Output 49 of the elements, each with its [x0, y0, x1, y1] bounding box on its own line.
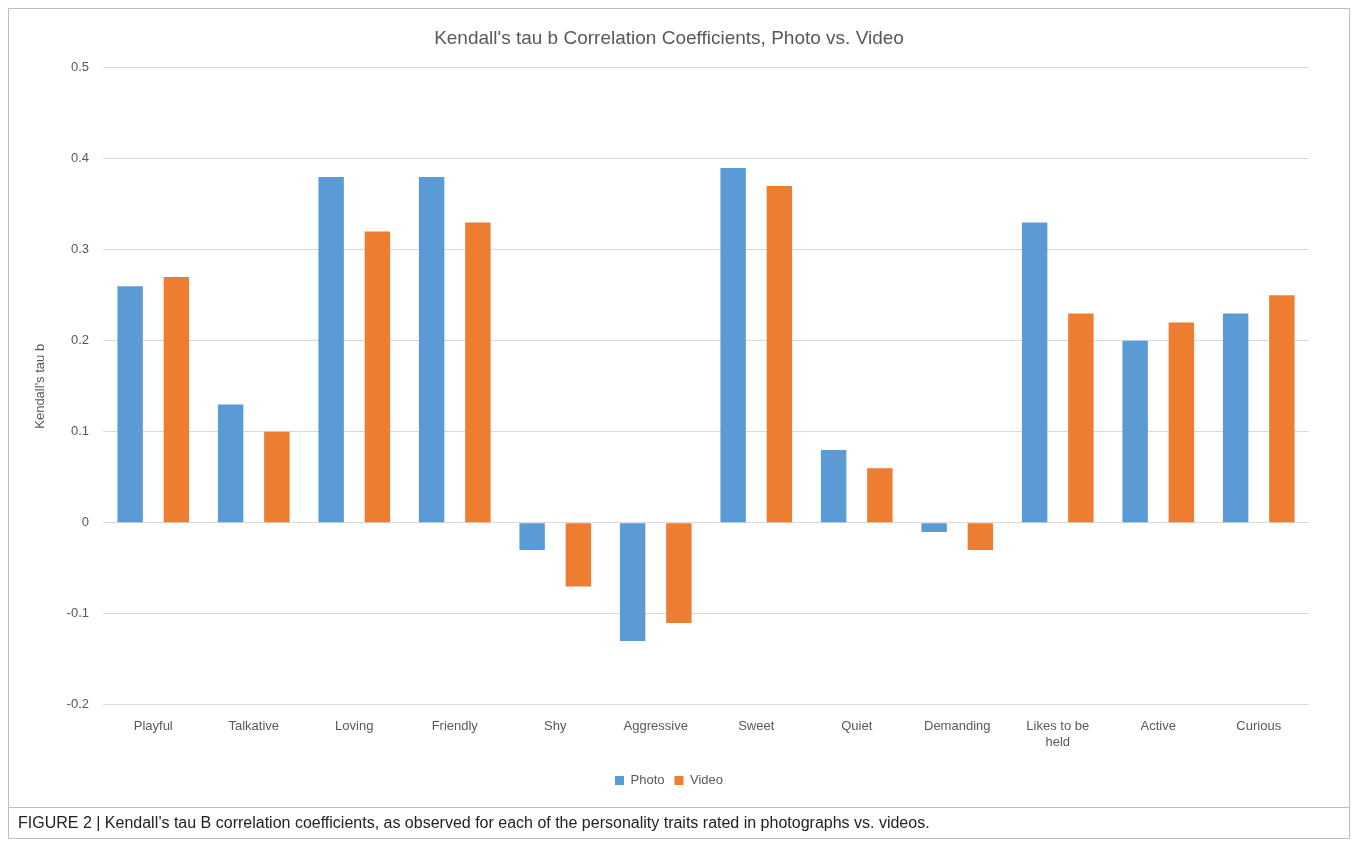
- chart-title: Kendall's tau b Correlation Coefficients, Photo vs. Video: [434, 26, 904, 48]
- bar: [565, 523, 592, 587]
- x-tick-label: Sweet: [738, 718, 775, 734]
- bar: [1269, 295, 1295, 523]
- bar: [465, 222, 491, 523]
- x-tick-label: Aggressive: [623, 718, 688, 734]
- y-tick-label: 0.4: [70, 150, 89, 166]
- bar: [264, 431, 290, 523]
- bar: [519, 523, 545, 551]
- x-tick-label: Talkative: [228, 718, 280, 734]
- x-tick-label: Curious: [1236, 718, 1282, 734]
- y-tick-label: 0: [81, 514, 89, 530]
- bar: [619, 523, 646, 642]
- bar: [666, 523, 692, 623]
- y-tick-label: 0.5: [70, 59, 89, 75]
- x-tick-label: Demanding: [924, 718, 991, 734]
- bar: [364, 231, 391, 523]
- y-tick-label: 0.1: [70, 423, 89, 439]
- bar: [1168, 322, 1195, 523]
- bar: [1122, 340, 1148, 523]
- y-tick-label: 0.3: [70, 241, 89, 257]
- x-tick-label: Shy: [544, 718, 567, 734]
- x-tick-label: Likes to be held: [1026, 718, 1090, 749]
- bar: [1222, 313, 1249, 523]
- caption: FIGURE 2 | Kendall’s tau B correlation coefficients, as observed for each of the personality traits rated in photographs vs. videos.: [8, 808, 1350, 839]
- bar: [1021, 222, 1048, 523]
- legend-label: Photo: [630, 772, 665, 788]
- bar: [921, 523, 947, 532]
- bar: [217, 404, 244, 523]
- legend-label: Video: [689, 772, 723, 788]
- x-tick-label: Quiet: [841, 718, 873, 734]
- bar: [418, 177, 445, 523]
- x-tick-label: Playful: [133, 718, 173, 734]
- bar: [766, 186, 793, 523]
- y-tick-label: -0.2: [66, 696, 89, 712]
- bar: [163, 277, 190, 523]
- bar: [720, 167, 746, 523]
- bar: [117, 286, 143, 523]
- bar: [967, 523, 994, 551]
- x-tick-label: Active: [1140, 718, 1176, 734]
- bar: [867, 468, 893, 523]
- y-tick-label: -0.1: [66, 605, 89, 621]
- x-tick-label: Loving: [335, 718, 374, 734]
- y-axis-title: Kendall's tau b: [32, 343, 48, 429]
- bar: [318, 177, 344, 523]
- y-tick-label: 0.2: [70, 332, 89, 348]
- x-tick-label: Friendly: [431, 718, 479, 734]
- bar: [1068, 313, 1094, 523]
- bar: [820, 450, 847, 523]
